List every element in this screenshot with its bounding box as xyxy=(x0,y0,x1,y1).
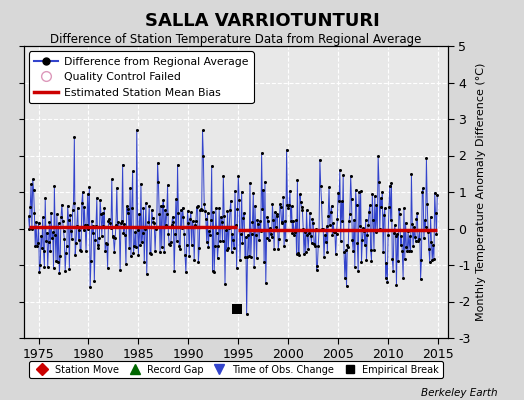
Y-axis label: Monthly Temperature Anomaly Difference (°C): Monthly Temperature Anomaly Difference (… xyxy=(476,63,486,321)
Legend: Station Move, Record Gap, Time of Obs. Change, Empirical Break: Station Move, Record Gap, Time of Obs. C… xyxy=(29,361,443,378)
Title: Difference of Station Temperature Data from Regional Average: Difference of Station Temperature Data f… xyxy=(50,33,421,46)
Text: SALLA VARRIOTUNTURI: SALLA VARRIOTUNTURI xyxy=(145,12,379,30)
Text: Berkeley Earth: Berkeley Earth xyxy=(421,388,498,398)
